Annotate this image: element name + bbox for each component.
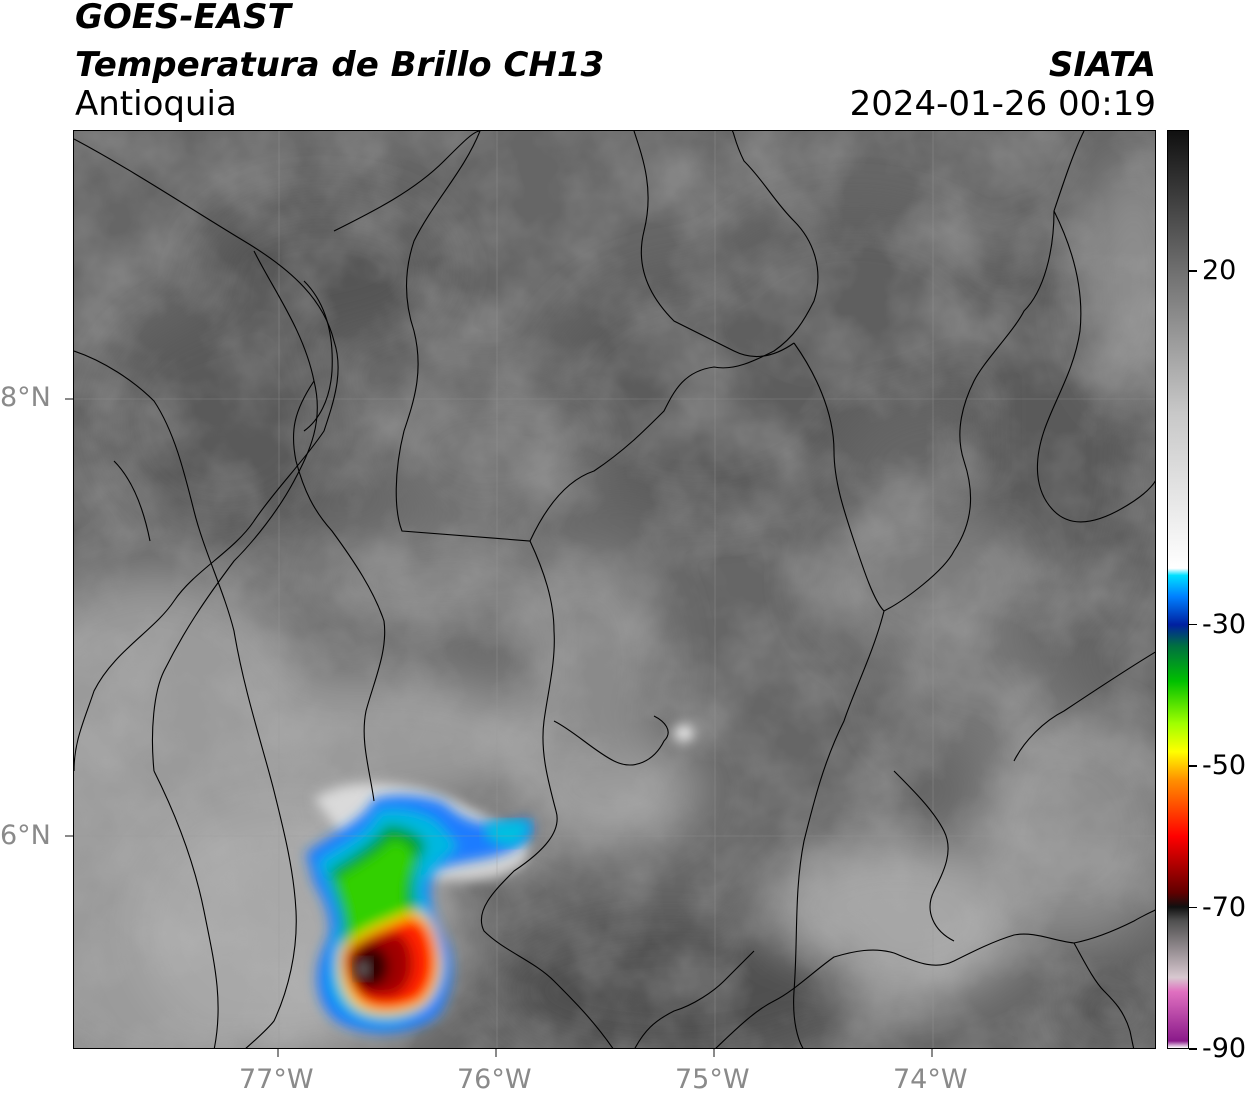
cloud-noise bbox=[74, 131, 1155, 1048]
lon-label-76w: 76°W bbox=[457, 1064, 532, 1095]
colorbar-tick-label: -50 bbox=[1202, 750, 1247, 782]
colorbar-tick bbox=[1189, 1048, 1197, 1050]
lon-tick-77w bbox=[277, 1049, 279, 1057]
convective-cell bbox=[306, 795, 533, 1033]
lon-tick-76w bbox=[495, 1049, 497, 1057]
colorbar-tick-label: 20 bbox=[1202, 255, 1237, 287]
temperature-colorbar bbox=[1167, 130, 1189, 1049]
lat-label-8n: 8°N bbox=[0, 382, 51, 413]
product-title: Temperatura de Brillo CH13 bbox=[75, 45, 605, 85]
lat-tick-6n bbox=[65, 835, 73, 837]
lon-label-74w: 74°W bbox=[893, 1064, 968, 1095]
colorbar-tick-label: -70 bbox=[1202, 891, 1247, 923]
colorbar-tick-label: -90 bbox=[1202, 1033, 1247, 1064]
satellite-map[interactable] bbox=[73, 130, 1156, 1049]
colorbar-tick bbox=[1189, 906, 1197, 909]
lon-label-75w: 75°W bbox=[675, 1064, 750, 1095]
lat-label-6n: 6°N bbox=[0, 820, 51, 851]
lat-tick-8n bbox=[65, 398, 73, 400]
colorbar-tick bbox=[1189, 765, 1197, 767]
lon-tick-75w bbox=[713, 1049, 715, 1057]
lon-tick-74w bbox=[931, 1049, 933, 1057]
coastlines-borders bbox=[74, 131, 1155, 1048]
colorbar-tick bbox=[1189, 623, 1197, 626]
map-canvas bbox=[74, 131, 1155, 1048]
satellite-title: GOES-EAST bbox=[75, 0, 291, 37]
graticule bbox=[74, 131, 1155, 1048]
datetime-label: 2024-01-26 00:19 bbox=[849, 84, 1156, 124]
region-subtitle: Antioquia bbox=[75, 84, 237, 124]
lon-label-77w: 77°W bbox=[239, 1064, 314, 1095]
source-label: SIATA bbox=[1048, 45, 1156, 85]
colorbar-tick-label: -30 bbox=[1202, 608, 1247, 640]
colorbar-tick bbox=[1189, 270, 1197, 272]
